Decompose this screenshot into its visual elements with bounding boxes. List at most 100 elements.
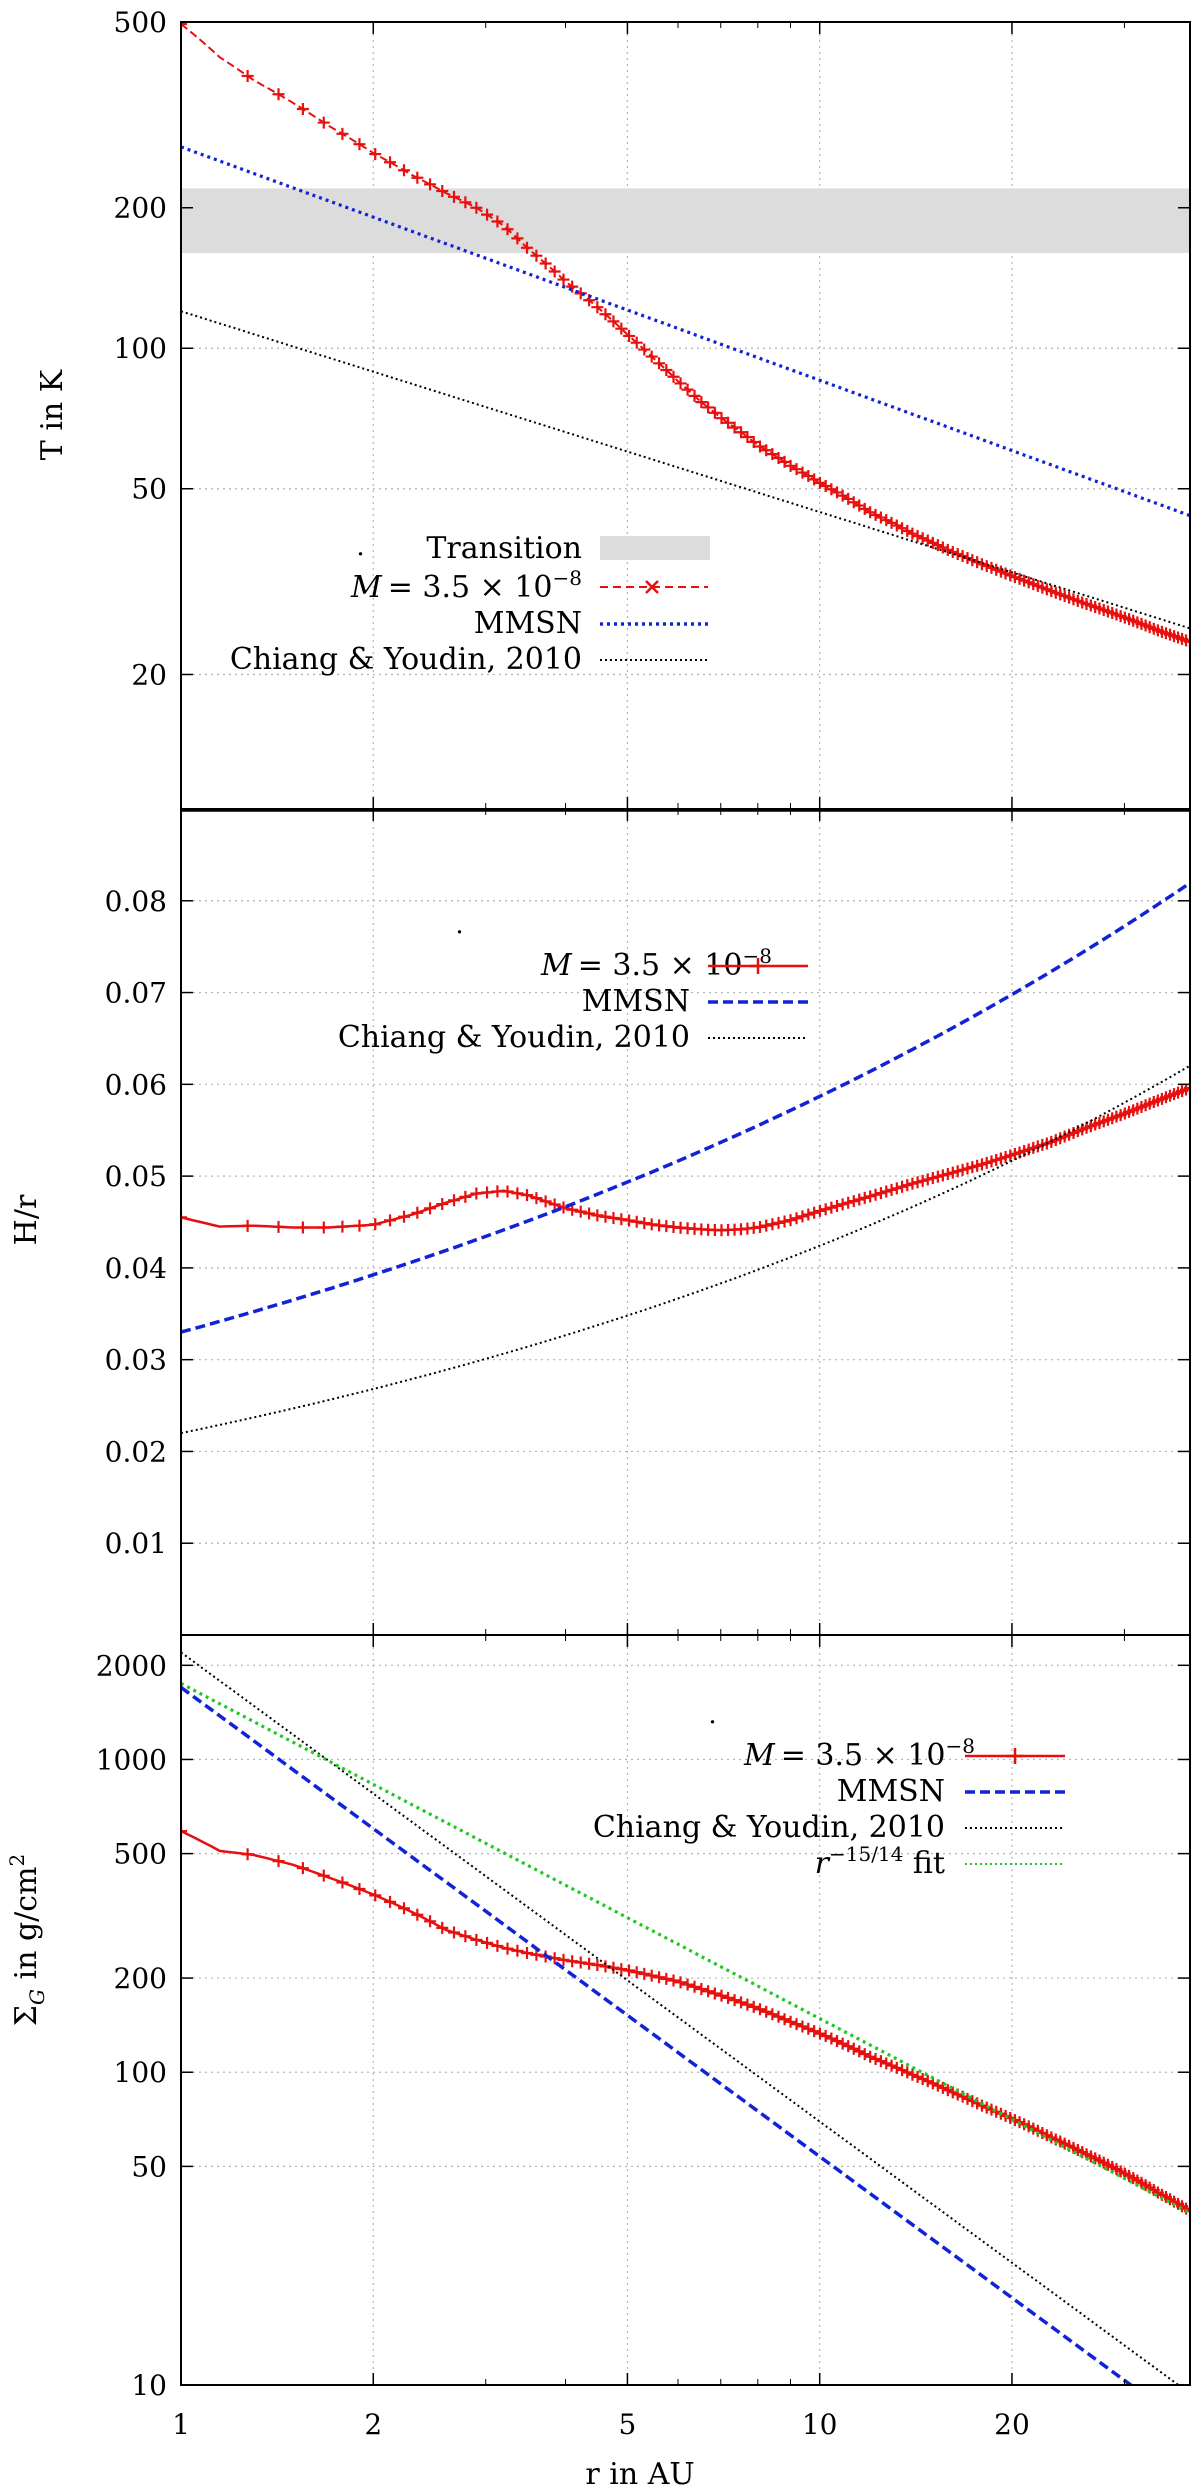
data-marker — [660, 363, 673, 376]
aspect-ratio-plot-area — [181, 809, 1190, 1635]
legend-mdot-marker — [645, 580, 659, 594]
data-marker — [858, 1191, 871, 1204]
y-tick-label: 0.04 — [105, 1252, 167, 1285]
data-marker — [566, 1955, 579, 1968]
data-marker — [760, 2005, 773, 2018]
series-line-2 — [181, 1651, 1181, 2385]
data-marker — [688, 389, 701, 402]
data-marker — [772, 1216, 785, 1229]
data-marker — [599, 1210, 612, 1223]
data-marker — [181, 1825, 187, 1838]
data-marker — [1180, 2202, 1190, 2215]
data-marker — [521, 241, 534, 254]
surface-density-panel: 10 50 100 200 500 1000 2000 ΣG in g/cm2 M = 3.5… — [5, 1634, 1191, 2402]
data-marker — [623, 1214, 636, 1227]
data-marker — [384, 156, 397, 169]
data-marker — [607, 315, 620, 328]
series-line-1 — [181, 881, 1190, 1334]
data-marker — [470, 1933, 483, 1946]
data-marker — [708, 1987, 721, 2000]
data-marker — [548, 1198, 561, 1211]
data-marker — [296, 1862, 309, 1875]
data-marker — [796, 1210, 809, 1223]
data-marker — [398, 1210, 411, 1223]
data-marker — [623, 329, 636, 342]
y-tick-label: 500 — [114, 6, 167, 39]
data-marker — [778, 2013, 791, 2026]
data-marker — [808, 2025, 821, 2038]
data-marker — [653, 357, 666, 370]
data-marker — [790, 1212, 803, 1225]
legend-fit-label: r−15/14 fit — [815, 1842, 945, 1881]
data-marker — [353, 1219, 366, 1232]
data-marker — [411, 1908, 424, 1921]
data-marker — [1180, 634, 1190, 647]
x-tick-label: 10 — [802, 2408, 838, 2441]
data-marker — [728, 1994, 741, 2007]
data-marker — [548, 265, 561, 278]
legend-mdot-marker-2 — [750, 958, 766, 974]
data-marker — [317, 116, 330, 129]
data-marker — [869, 2052, 882, 2065]
data-marker — [607, 1211, 620, 1224]
data-marker — [448, 190, 461, 203]
x-tick-label: 2 — [364, 2408, 382, 2441]
sigma-unit-exponent: 2 — [5, 1854, 29, 1867]
x-axis-label: r in AU — [585, 2457, 694, 2492]
data-marker — [722, 1991, 735, 2004]
temperature-ticks — [180, 21, 1190, 809]
data-marker — [901, 2066, 914, 2079]
y-tick-label: 0.03 — [105, 1344, 167, 1377]
data-marker — [272, 1855, 285, 1868]
data-marker — [847, 2042, 860, 2055]
data-marker — [411, 1206, 424, 1219]
data-marker — [599, 308, 612, 321]
data-marker — [459, 196, 472, 209]
y-tick-label: 0.08 — [105, 885, 167, 918]
sigma-symbol: Σ — [9, 2005, 44, 2026]
data-marker — [653, 1971, 666, 1984]
data-marker — [638, 1967, 651, 1980]
data-marker — [272, 88, 285, 101]
data-marker — [901, 524, 914, 537]
legend-fit-r: r — [815, 1846, 831, 1881]
data-marker — [272, 1220, 285, 1233]
data-marker — [735, 426, 748, 439]
series-group — [181, 1651, 1190, 2385]
data-marker — [906, 1177, 919, 1190]
data-marker — [695, 396, 708, 409]
data-marker — [784, 1214, 797, 1227]
data-marker — [890, 519, 903, 532]
data-marker — [681, 383, 694, 396]
data-marker — [760, 444, 773, 457]
y-tick-label: 50 — [131, 473, 167, 506]
data-marker — [241, 1848, 254, 1861]
temperature-legend: Transition M = 3.5 × 10−8 ˙ MMSN Chiang &… — [230, 531, 710, 677]
data-marker — [766, 448, 779, 461]
data-marker — [591, 301, 604, 314]
data-marker — [1180, 1083, 1190, 1096]
x-tick-label: 1 — [172, 2408, 190, 2441]
surface-density-y-tick-labels: 10 50 100 200 500 1000 2000 — [96, 1649, 167, 2402]
data-marker — [491, 1185, 504, 1198]
x-tick-label: 5 — [619, 2408, 637, 2441]
legend-mdot-exponent-3: −8 — [946, 1734, 975, 1758]
y-tick-label: 0.02 — [105, 1435, 167, 1468]
data-marker — [906, 527, 919, 540]
temperature-panel: 20 50 100 200 500 T in K Transition M = 3.5 ×… — [35, 6, 1191, 810]
data-marker — [728, 421, 741, 434]
legend-mdot-label: M = 3.5 × 10−8 — [350, 566, 582, 605]
data-marker — [424, 1202, 437, 1215]
data-marker — [241, 1219, 254, 1232]
data-marker — [747, 2000, 760, 2013]
aspect-ratio-legend: M = 3.5 × 10−8 ˙ MMSN Chiang & Youdin, 20… — [338, 926, 808, 1055]
data-marker — [530, 1192, 543, 1205]
y-tick-label: 1000 — [96, 1743, 167, 1776]
data-marker — [398, 164, 411, 177]
data-marker — [766, 1218, 779, 1231]
data-marker — [436, 184, 449, 197]
data-marker — [842, 1196, 855, 1209]
data-marker — [864, 1190, 877, 1203]
data-marker — [681, 1978, 694, 1991]
data-marker — [436, 1198, 449, 1211]
